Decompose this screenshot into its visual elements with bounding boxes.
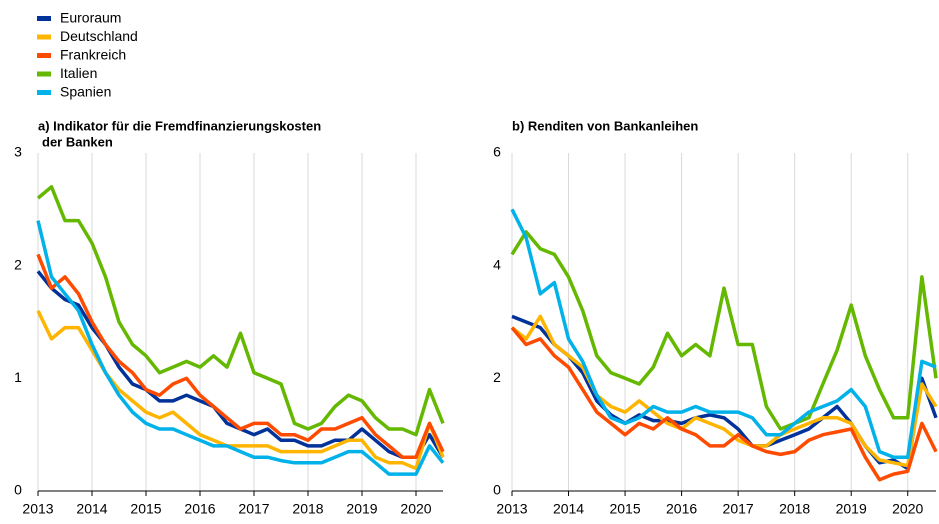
x-tick-label: 2017 [723, 501, 754, 517]
y-tick-label: 2 [493, 369, 501, 385]
x-tick-label: 2015 [609, 501, 640, 517]
x-tick-label: 2016 [184, 501, 215, 517]
y-tick-label: 3 [14, 144, 22, 160]
y-tick-label: 0 [14, 482, 22, 498]
series-line [510, 326, 938, 482]
x-tick-label: 2018 [779, 501, 810, 517]
x-tick-label: 2013 [496, 501, 527, 517]
legend-swatch [37, 53, 51, 58]
series-line [36, 185, 445, 437]
series-line [510, 208, 937, 459]
chart-title: b) Renditen von Bankanleihen [512, 118, 698, 133]
x-tick-label: 2016 [666, 501, 697, 517]
x-tick-label: 2014 [553, 501, 584, 517]
legend-label: Deutschland [60, 28, 138, 44]
legend-swatch [37, 90, 51, 95]
legend-swatch [37, 16, 51, 21]
y-tick-label: 6 [493, 144, 501, 160]
legend-label: Spanien [60, 84, 111, 100]
x-tick-label: 2019 [836, 501, 867, 517]
legend-label: Italien [60, 65, 97, 81]
x-tick-label: 2015 [130, 501, 161, 517]
x-tick-label: 2013 [22, 501, 53, 517]
y-tick-label: 0 [493, 482, 501, 498]
legend-swatch [37, 34, 51, 40]
chart-title: a) Indikator für die Fremdfinanzierungsk… [38, 118, 321, 133]
series-line [36, 220, 445, 476]
legend-swatch [37, 71, 51, 77]
y-tick-label: 4 [493, 256, 501, 272]
x-tick-label: 2019 [346, 501, 377, 517]
series-line [510, 230, 938, 431]
y-tick-label: 2 [14, 256, 22, 272]
x-tick-label: 2020 [400, 501, 431, 517]
chart-title: der Banken [42, 134, 113, 149]
x-tick-label: 2020 [892, 501, 923, 517]
y-tick-label: 1 [14, 369, 22, 385]
x-tick-label: 2018 [292, 501, 323, 517]
x-tick-label: 2014 [76, 501, 107, 517]
x-tick-label: 2017 [238, 501, 269, 517]
series-line [36, 253, 445, 459]
legend-label: Euroraum [60, 10, 121, 26]
legend-label: Frankreich [60, 47, 126, 63]
series-line [510, 314, 938, 468]
